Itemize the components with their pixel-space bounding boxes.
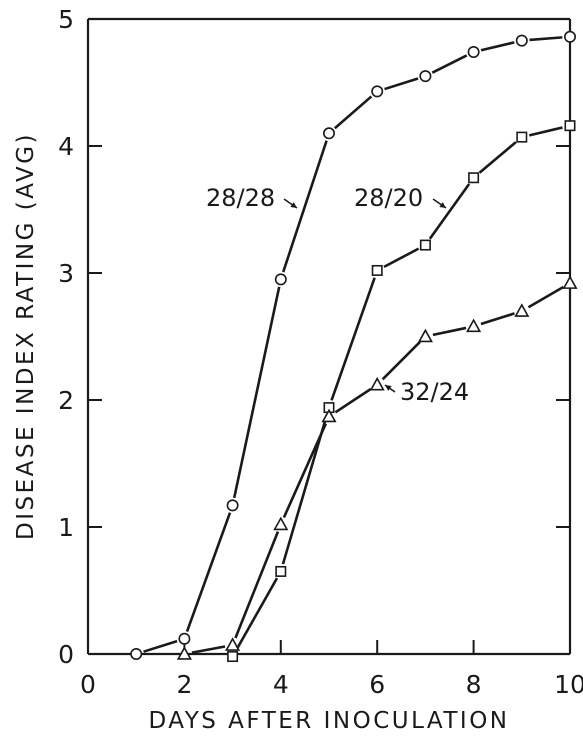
series-segment	[384, 77, 419, 91]
y-tick-label-4: 4	[58, 132, 74, 161]
x-axis-title: DAYS AFTER INOCULATION	[148, 708, 509, 734]
data-point-2-2	[273, 516, 289, 531]
series-label-2: 32/24	[400, 378, 469, 406]
series-segment	[480, 312, 515, 326]
series-label-0: 28/28	[206, 184, 275, 212]
x-tick-label-4: 4	[273, 670, 289, 699]
data-point-0-1	[178, 632, 191, 645]
series	[130, 30, 578, 663]
data-point-2-1	[225, 637, 241, 651]
data-point-2-7	[514, 303, 530, 317]
series-segment	[282, 423, 328, 518]
series-segment	[281, 140, 328, 273]
series-segment	[381, 341, 421, 381]
series-0	[130, 30, 576, 660]
series-segment	[191, 645, 226, 654]
series-label-1: 28/20	[354, 184, 423, 212]
x-tick-label-8: 8	[466, 670, 482, 699]
x-tick-label-2: 2	[176, 670, 192, 699]
data-point-2-5	[417, 328, 433, 343]
data-point-1-7	[564, 120, 576, 132]
series-segment	[428, 183, 471, 240]
series-segment	[232, 286, 281, 499]
data-point-0-9	[563, 30, 576, 43]
data-point-1-4	[419, 239, 431, 251]
data-point-1-1	[275, 565, 287, 577]
data-point-0-3	[274, 273, 287, 286]
data-point-0-4	[322, 127, 335, 140]
data-point-2-0	[176, 646, 192, 660]
series-segment	[143, 639, 178, 653]
series-segment	[234, 531, 280, 639]
y-axis-title: DISEASE INDEX RATING (AVG)	[13, 132, 39, 540]
series-segment	[529, 36, 563, 42]
data-point-0-7	[467, 46, 480, 59]
data-point-0-8	[515, 34, 528, 47]
series-label-arrowhead-1	[439, 202, 446, 208]
y-tick-label-3: 3	[58, 259, 74, 288]
series-segment	[528, 126, 563, 137]
series-label-arrowhead-0	[290, 202, 297, 208]
data-point-1-6	[516, 131, 528, 143]
series-2	[176, 275, 578, 660]
y-tick-label-2: 2	[58, 386, 74, 415]
x-tick-label-10: 10	[554, 670, 583, 699]
data-point-1-3	[371, 264, 383, 276]
series-segment	[235, 577, 279, 651]
series-segment	[185, 512, 232, 632]
series-1	[227, 120, 576, 663]
series-segment	[334, 387, 372, 414]
x-tick-label-0: 0	[80, 670, 96, 699]
series-segment	[333, 95, 373, 130]
series-segment	[432, 326, 467, 337]
data-point-0-6	[419, 70, 432, 83]
series-segment	[383, 247, 420, 269]
series-segment	[330, 277, 376, 401]
series-segment	[480, 41, 515, 52]
y-tick-label-0: 0	[58, 640, 74, 669]
series-segment	[431, 54, 468, 74]
data-point-2-3	[321, 408, 337, 423]
series-label-arrowhead-2	[385, 385, 392, 391]
y-tick-label-1: 1	[58, 513, 74, 542]
series-labels: 28/28 28/20 32/24	[206, 184, 469, 406]
data-point-2-8	[562, 275, 578, 289]
y-tick-label-5: 5	[58, 5, 74, 34]
ticks: 0 1 2 3 4 5 0 2 4 6 8 10	[58, 5, 583, 699]
data-point-1-5	[468, 172, 480, 184]
x-tick-label-6: 6	[369, 670, 385, 699]
axes	[86, 17, 572, 656]
series-segment	[478, 141, 517, 174]
series-segment	[527, 285, 564, 309]
data-point-1-0	[227, 651, 239, 663]
data-point-2-4	[369, 376, 385, 391]
data-point-0-5	[371, 85, 384, 98]
data-point-2-6	[466, 318, 482, 333]
data-point-0-2	[226, 499, 239, 512]
data-point-0-0	[130, 647, 143, 660]
